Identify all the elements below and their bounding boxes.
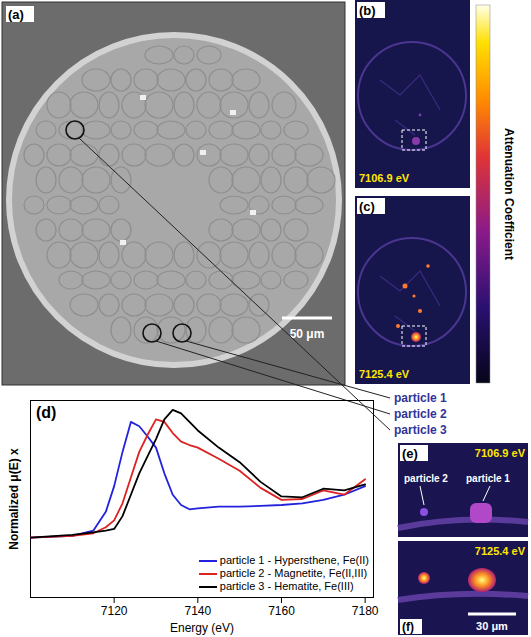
svg-text:(b): (b): [359, 3, 376, 18]
svg-text:(f): (f): [402, 620, 414, 634]
svg-text:7140: 7140: [184, 604, 211, 618]
svg-text:particle 2: particle 2: [404, 473, 448, 484]
html-text:Normalized μ(E) x: Normalized μ(E) x: [7, 447, 21, 550]
svg-text:7180: 7180: [352, 604, 379, 618]
html-text:particle 1 - Hypersthene, Fe(I: particle 1 - Hypersthene, Fe(II): [219, 554, 369, 566]
svg-text:7120: 7120: [101, 604, 128, 618]
svg-text:particle 2: particle 2: [394, 407, 447, 421]
svg-text:particle 3: particle 3: [394, 423, 447, 437]
svg-text:50 μm: 50 μm: [290, 327, 325, 341]
svg-text:7125.4 eV: 7125.4 eV: [475, 545, 526, 557]
svg-text:7125.4 eV: 7125.4 eV: [359, 368, 410, 380]
html-text:particle 3 - Hematite, Fe(III): particle 3 - Hematite, Fe(III): [219, 580, 354, 592]
svg-text:(a): (a): [8, 7, 24, 22]
svg-text:(e): (e): [402, 446, 418, 461]
svg-text:Energy (eV): Energy (eV): [170, 621, 234, 635]
svg-text:7160: 7160: [268, 604, 295, 618]
svg-text:7106.9 eV: 7106.9 eV: [359, 172, 410, 184]
svg-text:Attenuation Coefficient: Attenuation Coefficient: [502, 128, 516, 260]
svg-text:particle 1: particle 1: [394, 391, 447, 405]
svg-text:30 μm: 30 μm: [476, 620, 508, 632]
svg-text:(c): (c): [359, 199, 375, 214]
html-text:(d): (d): [36, 404, 57, 421]
svg-text:particle 1: particle 1: [466, 473, 510, 484]
svg-text:7106.9 eV: 7106.9 eV: [475, 447, 526, 459]
html-text:particle 2 - Magnetite, Fe(II,: particle 2 - Magnetite, Fe(II,III): [219, 567, 368, 579]
